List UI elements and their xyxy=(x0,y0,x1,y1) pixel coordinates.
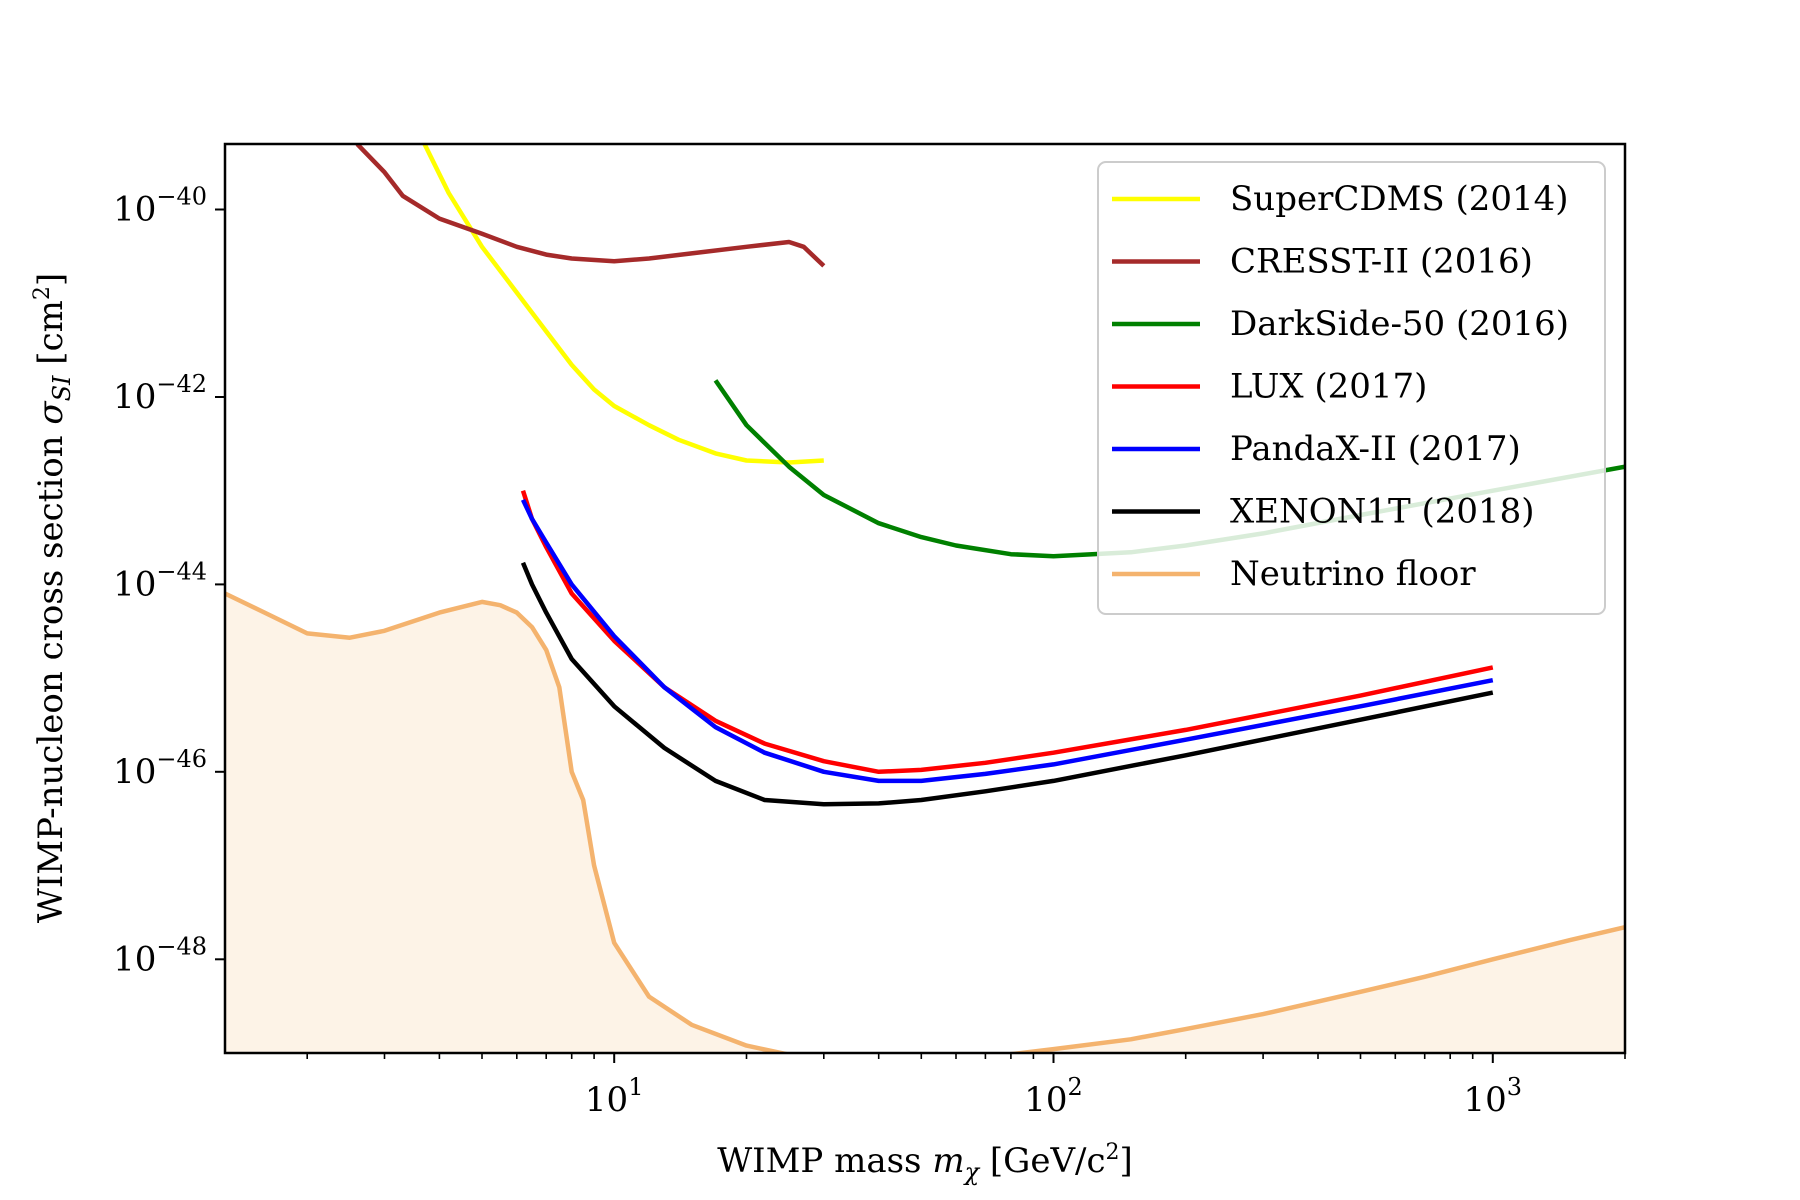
y-tick-label: 10−42 xyxy=(113,370,207,417)
xenon1t-2018-line xyxy=(520,561,1494,807)
legend-label-lux-2017: LUX (2017) xyxy=(1230,367,1427,407)
lux-2017-line xyxy=(520,490,1494,775)
x-axis-label: WIMP mass mχ [GeV/c2] xyxy=(717,1140,1133,1186)
x-axis-ticks: 101 102 103 xyxy=(306,1053,1626,1120)
legend-label-pandax-ii-2017: PandaX-II (2017) xyxy=(1230,429,1521,469)
legend-label-cresst-ii-2016: CRESST-II (2016) xyxy=(1230,242,1533,282)
legend-label-xenon1t-2018: XENON1T (2018) xyxy=(1230,492,1535,532)
legend-label-darkside-50-2016: DarkSide-50 (2016) xyxy=(1230,304,1569,344)
y-tick-label: 10−44 xyxy=(113,557,207,604)
y-axis-ticks: 10−40 10−42 10−44 10−46 10−48 xyxy=(113,183,225,979)
legend: SuperCDMS (2014) CRESST-II (2016) DarkSide… xyxy=(1097,161,1606,615)
plot-frame xyxy=(223,142,1627,1055)
y-tick-label: 10−46 xyxy=(113,745,207,792)
x-tick-label: 103 xyxy=(1464,1073,1523,1120)
y-tick-label: 10−48 xyxy=(113,932,207,979)
fill-layer xyxy=(225,593,1625,1053)
legend-items: SuperCDMS (2014) CRESST-II (2016) DarkSide… xyxy=(1112,179,1569,594)
y-axis-label: WIMP-nucleon cross section σSI [cm2] xyxy=(30,273,76,923)
pandax-ii-2017-line xyxy=(520,498,1494,784)
x-tick-label: 102 xyxy=(1024,1073,1083,1120)
supercdms-2014-line xyxy=(422,144,824,465)
neutrino-floor-line xyxy=(225,591,1625,1053)
x-tick-label: 101 xyxy=(585,1073,644,1120)
neutrino-floor-fill xyxy=(225,593,1625,1053)
legend-label-neutrino-floor: Neutrino floor xyxy=(1230,554,1476,594)
legend-frame xyxy=(1097,161,1606,615)
y-tick-label: 10−40 xyxy=(113,183,207,230)
legend-label-supercdms-2014: SuperCDMS (2014) xyxy=(1230,179,1569,219)
cresst-ii-2016-line xyxy=(355,144,826,268)
